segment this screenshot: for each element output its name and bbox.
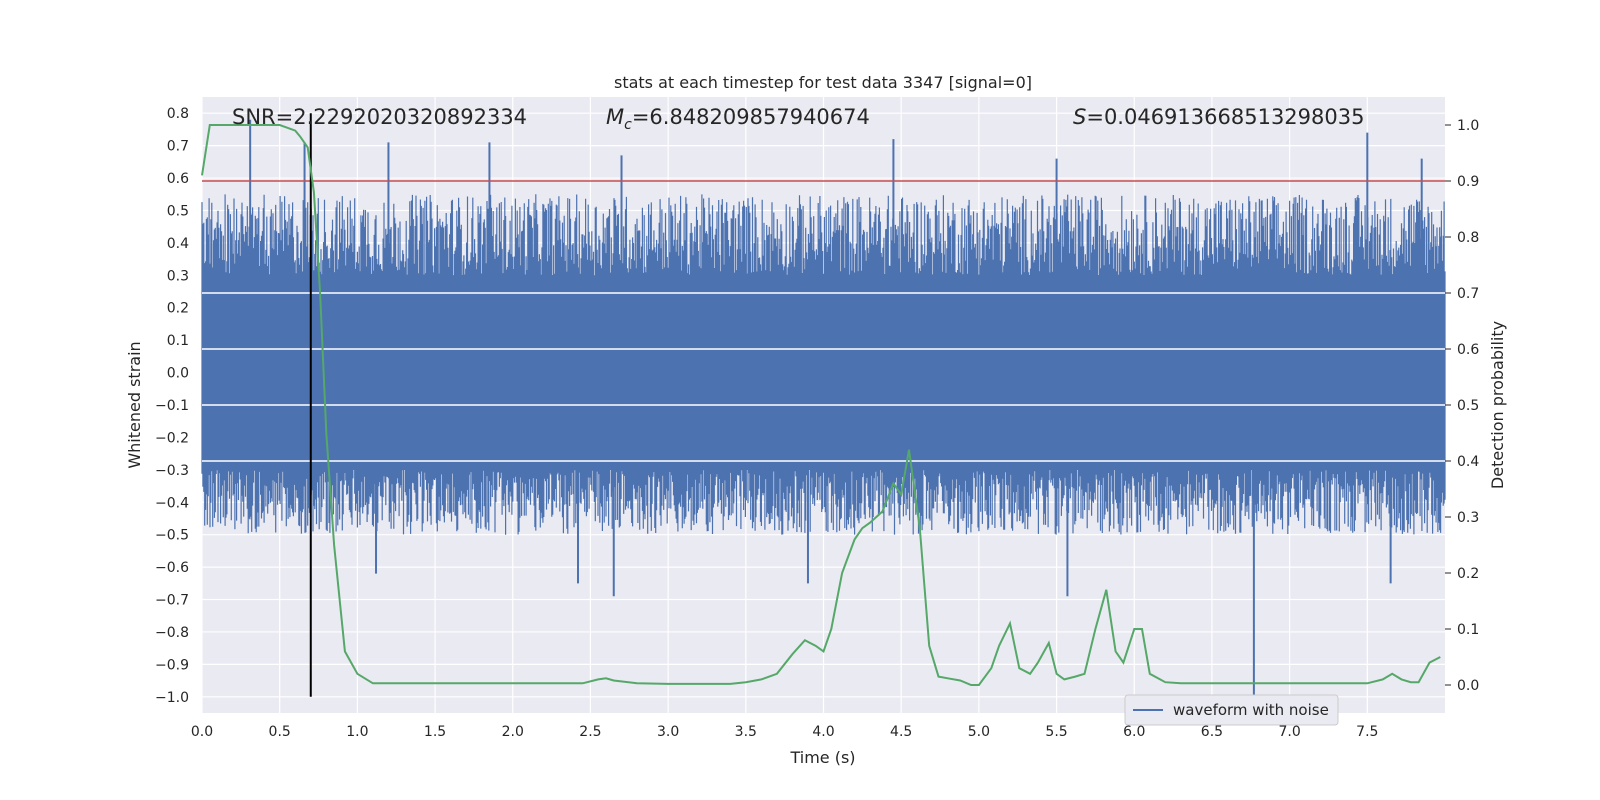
y-right-tick-label: 0.8	[1457, 230, 1479, 246]
s-symbol: S	[1073, 105, 1086, 129]
y-left-tick-label: 0.2	[167, 301, 189, 317]
x-tick-label: 3.0	[657, 724, 679, 740]
y-left-tick-label: 0.4	[167, 236, 189, 252]
y-right-tick-label: 0.0	[1457, 678, 1479, 694]
x-tick-label: 4.0	[812, 724, 834, 740]
y-left-tick-label: −0.4	[155, 495, 189, 511]
y-left-tick-label: −1.0	[155, 690, 189, 706]
y-left-axis-label: Whitened strain	[125, 341, 144, 468]
y-left-tick-label: 0.6	[167, 171, 189, 187]
snr-annotation: SNR=2.2292020320892334	[232, 105, 527, 129]
y-right-axis-label: Detection probability	[1488, 321, 1507, 489]
waveform-series	[201, 119, 1446, 697]
legend-waveform-label: waveform with noise	[1173, 701, 1329, 719]
x-tick-label: 6.0	[1123, 724, 1145, 740]
x-tick-label: 7.5	[1356, 724, 1378, 740]
y-left-tick-label: 0.5	[167, 203, 189, 219]
x-tick-label: 1.5	[424, 724, 446, 740]
y-left-tick-label: −0.6	[155, 560, 189, 576]
x-tick-label: 5.0	[968, 724, 990, 740]
x-axis-label: Time (s)	[789, 748, 855, 767]
legend-box	[1124, 694, 1339, 726]
y-left-tick-label: −0.9	[155, 657, 189, 673]
x-tick-label: 0.0	[191, 724, 213, 740]
y-left-tick-label: 0.0	[167, 366, 189, 382]
x-tick-label: 4.5	[890, 724, 912, 740]
x-tick-label: 2.0	[502, 724, 524, 740]
x-tick-label: 2.5	[579, 724, 601, 740]
y-right-axis-ticks: 1.0 0.9 0.8 0.7 0.6 0.5 0.4 0.3 0.2 0.1 0.0	[1445, 118, 1479, 694]
y-right-tick-label: 0.3	[1457, 510, 1479, 526]
x-tick-label: 0.5	[269, 724, 291, 740]
x-tick-label: 3.5	[735, 724, 757, 740]
x-tick-label: 5.5	[1045, 724, 1067, 740]
x-axis-ticks: 0.0 0.5 1.0 1.5 2.0 2.5 3.0 3.5 4.0 4.5 5.0 5.5 6.0 6…	[191, 724, 1379, 740]
y-right-tick-label: 0.4	[1457, 454, 1479, 470]
x-tick-label: 7.0	[1278, 724, 1300, 740]
y-left-tick-label: −0.5	[155, 528, 189, 544]
probability-series	[201, 124, 1441, 686]
y-left-tick-label: 0.7	[167, 139, 189, 155]
waveform-core-band	[202, 291, 1445, 470]
mc-value: =6.848209857940674	[632, 105, 870, 129]
y-right-tick-label: 0.1	[1457, 622, 1479, 638]
y-left-axis-ticks: 0.8 0.7 0.6 0.5 0.4 0.3 0.2 0.1 0.0 −0.1 −0.2 −0.3 −…	[155, 106, 189, 706]
mc-annotation: Mc=6.848209857940674	[606, 105, 870, 133]
y-right-tick-label: 0.5	[1457, 398, 1479, 414]
y-left-tick-label: −0.2	[155, 430, 189, 446]
mc-subscript: c	[624, 117, 632, 133]
chart-title: stats at each timestep for test data 334…	[614, 73, 1032, 92]
probability-line	[201, 124, 1441, 686]
y-left-tick-label: 0.1	[167, 333, 189, 349]
y-right-tick-label: 0.9	[1457, 174, 1479, 190]
legend: waveform with noise	[1124, 694, 1339, 726]
y-left-tick-label: 0.8	[167, 106, 189, 122]
s-value: =0.046913668513298035	[1086, 105, 1364, 129]
y-right-tick-label: 0.6	[1457, 342, 1479, 358]
y-left-tick-label: −0.3	[155, 463, 189, 479]
y-left-tick-label: −0.7	[155, 593, 189, 609]
y-right-tick-label: 1.0	[1457, 118, 1479, 134]
y-right-tick-label: 0.2	[1457, 566, 1479, 582]
y-left-tick-label: −0.1	[155, 398, 189, 414]
mc-symbol: M	[606, 105, 624, 129]
y-left-tick-label: 0.3	[167, 268, 189, 284]
grid-overlay	[202, 292, 1445, 462]
x-tick-label: 6.5	[1201, 724, 1223, 740]
y-left-tick-label: −0.8	[155, 625, 189, 641]
x-tick-label: 1.0	[346, 724, 368, 740]
y-right-tick-label: 0.7	[1457, 286, 1479, 302]
s-annotation: S=0.046913668513298035	[1073, 105, 1364, 129]
